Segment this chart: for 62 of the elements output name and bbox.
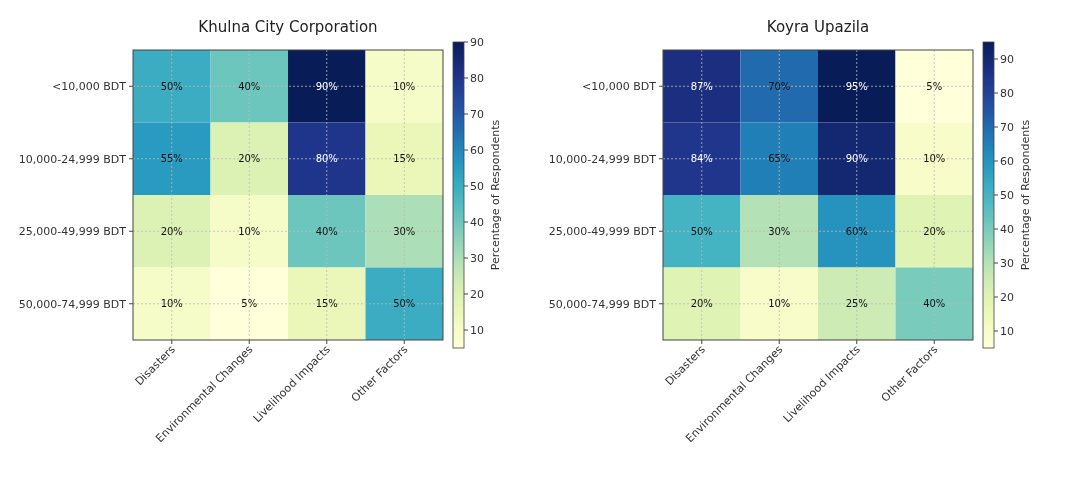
data-label: 10% <box>238 225 261 237</box>
y-tick-label: 25,000-49,999 BDT <box>18 225 127 239</box>
data-label: 5% <box>926 80 943 92</box>
data-label: 40% <box>315 225 338 237</box>
color-bar-label: 80 <box>1000 86 1014 100</box>
color-bar-label: 90 <box>470 35 484 49</box>
color-bar-label: 90 <box>1000 52 1014 66</box>
color-bar-label: 10 <box>1000 324 1014 338</box>
y-tick-label: 10,000-24,999 BDT <box>548 152 657 166</box>
color-bar-title: Percentage of Respondents <box>489 119 502 271</box>
color-bar-label: 30 <box>1000 256 1014 270</box>
y-tick-label: <10,000 BDT <box>52 80 127 94</box>
color-bar-label: 80 <box>470 71 484 85</box>
color-bar-label: 50 <box>1000 188 1014 202</box>
color-bar-label: 70 <box>1000 120 1014 134</box>
data-label: 95% <box>845 80 868 92</box>
y-tick-label: 10,000-24,999 BDT <box>18 152 127 166</box>
data-label: 50% <box>393 298 416 310</box>
data-label: 30% <box>768 225 791 237</box>
data-label: 90% <box>845 153 868 165</box>
data-label: 55% <box>160 153 183 165</box>
data-label: 10% <box>393 80 416 92</box>
color-bar-label: 50 <box>470 179 484 193</box>
chart-title: Koyra Upazila <box>766 18 870 36</box>
y-tick-label: 25,000-49,999 BDT <box>548 225 657 239</box>
data-label: 30% <box>393 225 416 237</box>
data-label: 10% <box>923 153 946 165</box>
color-bar-label: 10 <box>470 323 484 337</box>
data-label: 20% <box>690 298 713 310</box>
data-label: 60% <box>845 225 868 237</box>
data-label: 20% <box>923 225 946 237</box>
color-bar-label: 70 <box>470 107 484 121</box>
data-label: 65% <box>768 153 791 165</box>
color-bar-label: 20 <box>1000 290 1014 304</box>
data-label: 80% <box>315 153 338 165</box>
data-label: 87% <box>690 80 713 92</box>
data-label: 84% <box>690 153 713 165</box>
data-label: 20% <box>160 225 183 237</box>
data-label: 40% <box>238 80 261 92</box>
data-label: 5% <box>241 298 258 310</box>
data-label: 90% <box>315 80 338 92</box>
chart-title: Khulna City Corporation <box>198 18 378 36</box>
data-label: 25% <box>845 298 868 310</box>
data-label: 15% <box>393 153 416 165</box>
color-bar-label: 30 <box>470 251 484 265</box>
color-bar-label: 40 <box>470 215 484 229</box>
y-tick-label: 50,000-74,999 BDT <box>18 297 127 311</box>
y-tick-label: 50,000-74,999 BDT <box>548 297 657 311</box>
data-label: 10% <box>768 298 791 310</box>
data-label: 50% <box>690 225 713 237</box>
y-tick-label: <10,000 BDT <box>582 80 657 94</box>
data-label: 50% <box>160 80 183 92</box>
color-bar-label: 40 <box>1000 222 1014 236</box>
data-label: 70% <box>768 80 791 92</box>
color-bar-label: 60 <box>1000 154 1014 168</box>
data-label: 10% <box>160 298 183 310</box>
data-label: 40% <box>923 298 946 310</box>
color-bar-title: Percentage of Respondents <box>1019 119 1032 271</box>
color-bar-label: 20 <box>470 287 484 301</box>
data-label: 15% <box>315 298 338 310</box>
data-label: 20% <box>238 153 261 165</box>
color-bar-label: 60 <box>470 143 484 157</box>
